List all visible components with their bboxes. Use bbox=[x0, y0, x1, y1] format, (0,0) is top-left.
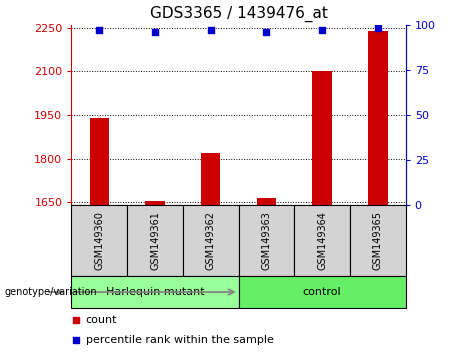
Text: percentile rank within the sample: percentile rank within the sample bbox=[86, 335, 273, 345]
Text: GSM149361: GSM149361 bbox=[150, 211, 160, 270]
Text: GSM149362: GSM149362 bbox=[206, 211, 216, 270]
Bar bbox=[89, 118, 109, 205]
Bar bbox=[201, 153, 220, 205]
Bar bbox=[238, 205, 294, 276]
Point bbox=[207, 27, 214, 33]
Bar bbox=[183, 205, 238, 276]
Bar bbox=[71, 205, 127, 276]
Point bbox=[151, 29, 159, 35]
Bar bbox=[71, 276, 239, 308]
Text: genotype/variation: genotype/variation bbox=[5, 287, 97, 297]
Title: GDS3365 / 1439476_at: GDS3365 / 1439476_at bbox=[150, 6, 327, 22]
Bar bbox=[294, 205, 350, 276]
Text: GSM149364: GSM149364 bbox=[317, 211, 327, 270]
Text: control: control bbox=[303, 287, 342, 297]
Text: GSM149365: GSM149365 bbox=[373, 211, 383, 270]
Point bbox=[72, 337, 79, 343]
Bar bbox=[350, 205, 406, 276]
Point bbox=[72, 318, 79, 323]
Text: Harlequin mutant: Harlequin mutant bbox=[106, 287, 204, 297]
Point bbox=[374, 25, 382, 31]
Bar bbox=[145, 201, 165, 205]
Bar bbox=[368, 30, 388, 205]
Bar bbox=[238, 276, 406, 308]
Text: GSM149360: GSM149360 bbox=[95, 211, 104, 270]
Bar bbox=[257, 198, 276, 205]
Point bbox=[95, 27, 103, 33]
Bar bbox=[313, 72, 332, 205]
Text: GSM149363: GSM149363 bbox=[261, 211, 272, 270]
Point bbox=[319, 27, 326, 33]
Point bbox=[263, 29, 270, 35]
Bar bbox=[127, 205, 183, 276]
Text: count: count bbox=[86, 315, 117, 325]
